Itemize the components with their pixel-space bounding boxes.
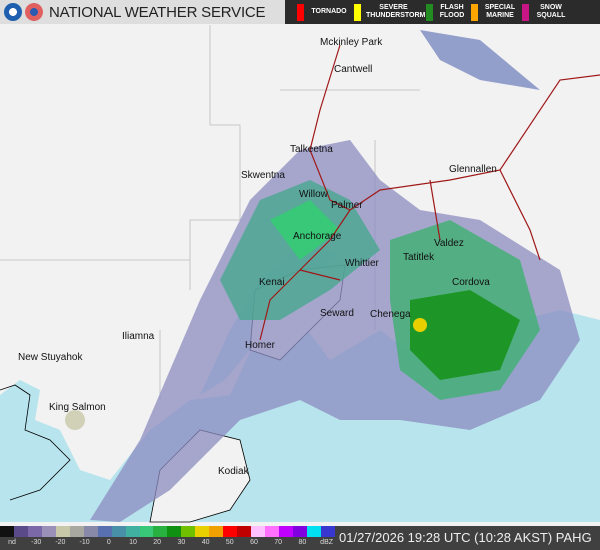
header-bar: NATIONAL WEATHER SERVICE TORNADO SEVERE … [0, 0, 600, 24]
dbz-color-swatch [13, 526, 28, 537]
dbz-color-swatch [279, 526, 294, 537]
dbz-tick-label: nd [8, 539, 16, 546]
dbz-color-swatch [293, 526, 307, 537]
dbz-color-swatch [320, 526, 335, 537]
warning-snow-squall: SNOW SQUALL [522, 3, 568, 21]
dbz-color-swatch [237, 526, 252, 537]
brand: NATIONAL WEATHER SERVICE [0, 0, 285, 24]
dbz-tick-label: -10 [79, 539, 90, 546]
city-label: Tatitlek [403, 252, 435, 263]
dbz-tick-label: 0 [106, 539, 111, 546]
dbz-color-swatch [139, 526, 154, 537]
dbz-tick-label: dBZ [320, 539, 334, 546]
dbz-tick-label: 70 [274, 539, 283, 546]
dbz-tick-label: 40 [201, 539, 210, 546]
city-label: Anchorage [293, 231, 342, 242]
dbz-color-swatch [209, 526, 224, 537]
city-label: Iliamna [122, 331, 155, 342]
city-label: Valdez [434, 238, 464, 249]
city-label: Chenega [370, 309, 411, 320]
dbz-color-swatch [153, 526, 168, 537]
dbz-tick-label: 20 [153, 539, 162, 546]
radar-echoes [65, 30, 580, 522]
dbz-tick-label: 50 [225, 539, 234, 546]
dbz-color-swatch [97, 526, 112, 537]
dbz-color-swatch [181, 526, 196, 537]
city-label: New Stuyahok [18, 352, 83, 363]
city-label: Cordova [452, 277, 490, 288]
city-label: Cantwell [334, 64, 373, 75]
dbz-tick-label: 30 [177, 539, 186, 546]
dbz-color-swatch [27, 526, 42, 537]
warning-legend: TORNADO SEVERE THUNDERSTORM FLASH FLOOD … [285, 0, 600, 24]
city-label: Skwentna [241, 170, 285, 181]
dbz-color-swatch [251, 526, 266, 537]
coastline-west [0, 384, 71, 501]
dbz-color-swatch [195, 526, 210, 537]
city-label: King Salmon [49, 402, 106, 413]
roads [259, 44, 600, 341]
dbz-tick-labels: nd -30 -20 -10 0 10 20 30 40 50 60 70 80 dBZ [0, 539, 335, 550]
dbz-tick-label: 10 [129, 539, 137, 546]
dbz-color-swatch [55, 526, 70, 537]
city-label: Seward [320, 308, 354, 319]
dbz-color-swatch [41, 526, 56, 537]
dbz-legend: nd -30 -20 -10 0 10 20 30 40 50 60 70 80 dBZ [0, 526, 335, 550]
noaa-logo [4, 3, 22, 21]
warning-special-marine: SPECIAL MARINE [471, 3, 517, 21]
city-label: Whittier [345, 258, 379, 269]
dbz-color-swatch [167, 526, 182, 537]
dbz-color-swatch [306, 526, 321, 537]
dbz-color-swatch [265, 526, 280, 537]
warning-severe-thunderstorm: SEVERE THUNDERSTORM [354, 3, 425, 21]
city-label: Kodiak [218, 466, 249, 477]
city-label: Kenai [259, 277, 285, 288]
dbz-color-swatch [83, 526, 98, 537]
city-label: Willow [299, 189, 328, 200]
dbz-tick-label: -20 [55, 539, 66, 546]
warning-flash-flood: FLASH FLOOD [426, 3, 466, 21]
city-label: Talkeetna [290, 144, 333, 155]
dbz-color-swatch [0, 526, 14, 537]
dbz-tick-label: -30 [31, 539, 42, 546]
dbz-color-swatch [125, 526, 140, 537]
dbz-tick-label: 80 [298, 539, 307, 546]
site-title: NATIONAL WEATHER SERVICE [49, 3, 266, 21]
dbz-color-strip [0, 526, 335, 537]
dbz-tick-label: 60 [250, 539, 258, 546]
dbz-color-swatch [111, 526, 126, 537]
timestamp: 01/27/2026 19:28 UTC (10:28 AKST) PAHG [335, 526, 600, 550]
dbz-color-swatch [69, 526, 84, 537]
city-label: Palmer [331, 200, 363, 211]
city-label: Homer [245, 340, 276, 351]
warning-tornado: TORNADO [297, 3, 349, 21]
city-label: Glennallen [449, 164, 497, 175]
city-label: Mckinley Park [320, 37, 383, 48]
dbz-color-swatch [223, 526, 238, 537]
nws-logo [25, 3, 43, 21]
